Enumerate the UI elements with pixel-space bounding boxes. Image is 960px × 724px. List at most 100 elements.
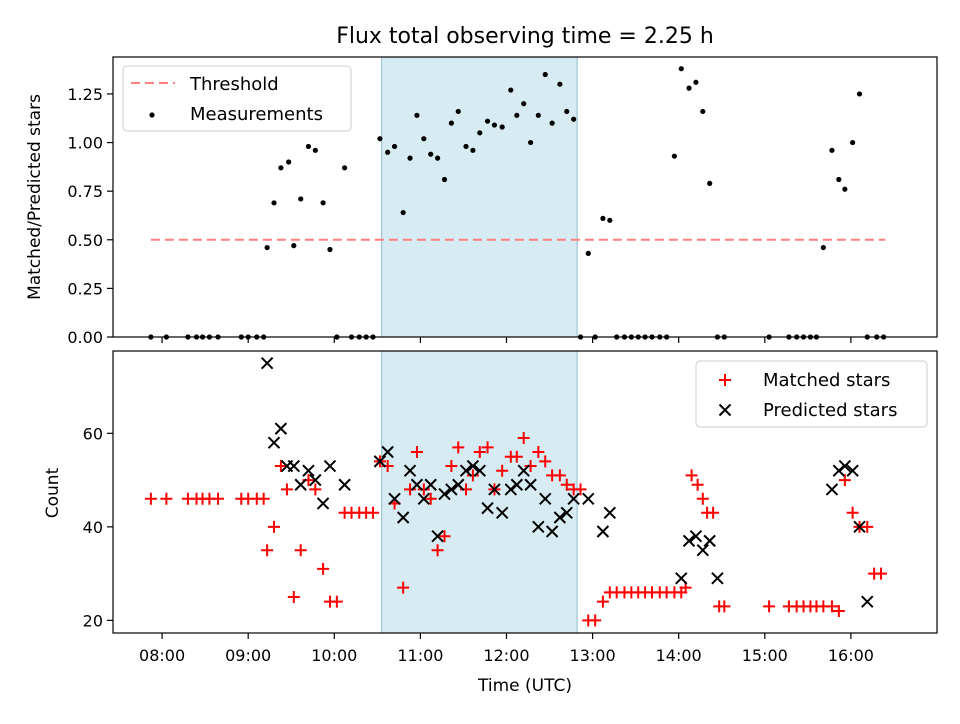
bottom-legend: Matched stars Predicted stars [695, 360, 928, 428]
measurement-point [448, 120, 454, 126]
measurement-point [264, 244, 270, 251]
predicted-star-point [495, 506, 509, 520]
measurement-point [441, 176, 448, 183]
predicted-star-point [294, 478, 307, 491]
predicted-star-point [274, 422, 288, 435]
predicted-star-point [417, 492, 431, 505]
measurement-point [700, 108, 706, 115]
matched-star-point [539, 455, 552, 468]
matched-star-point [160, 492, 173, 505]
chart-title: Flux total observing time = 2.25 h [336, 24, 714, 49]
matched-star-point [309, 483, 322, 496]
predicted-star-point [524, 478, 537, 491]
predicted-star-point [603, 506, 617, 520]
matched-star-point [589, 614, 602, 627]
legend-threshold-label: Threshold [189, 74, 279, 95]
predicted-star-point [517, 464, 530, 477]
x-tick-label: 15:00 [742, 646, 788, 665]
x-tick-label: 13:00 [570, 646, 616, 665]
legend-box [695, 360, 928, 428]
measurement-point [836, 176, 842, 183]
matched-star-point [404, 483, 417, 496]
predicted-star-point [323, 459, 337, 473]
matched-star-point [424, 492, 437, 505]
predicted-star-point [545, 525, 559, 538]
x-tick-label: 08:00 [139, 646, 185, 665]
matched-star-point [397, 581, 410, 594]
y-tick-label: 1.00 [67, 134, 103, 153]
predicted-star-point [703, 534, 716, 548]
predicted-star-point [431, 529, 444, 543]
x-tick-label: 09:00 [225, 646, 271, 665]
predicted-star-point [481, 501, 494, 515]
matched-star-point [212, 492, 225, 505]
predicted-star-point [689, 529, 703, 543]
measurement-point [707, 180, 713, 186]
predicted-star-point [696, 544, 710, 557]
measurement-point [391, 143, 398, 150]
predicted-star-point [338, 478, 351, 491]
measurement-point [856, 91, 863, 97]
top-legend: Threshold Measurements [122, 65, 352, 132]
axes-frame [112, 56, 938, 338]
y-tick-label: 0.50 [67, 231, 103, 250]
predicted-star-point [596, 525, 610, 538]
matched-star-point [718, 600, 731, 613]
y-tick-label: 40 [83, 518, 103, 537]
measurement-point [535, 112, 541, 118]
top-panel: 0.00 0.25 0.50 0.75 1.00 1.25 Threshold Measure… [67, 56, 938, 347]
matched-star-point [838, 474, 851, 487]
matched-star-point [696, 492, 709, 505]
matched-star-point [481, 441, 494, 454]
measurement-point [829, 147, 835, 153]
predicted-star-point [853, 520, 866, 534]
x-tick-label: 16:00 [828, 646, 874, 665]
predicted-star-point [838, 459, 852, 473]
measurement-point [407, 155, 413, 161]
measurement-point [400, 209, 406, 216]
y-tick-label: 0.25 [67, 279, 103, 298]
predicted-star-point [452, 478, 465, 491]
matched-star-point [294, 544, 307, 557]
predicted-star-point [388, 492, 401, 505]
matched-star-point [574, 483, 587, 496]
predicted-star-point [424, 478, 437, 491]
predicted-star-point [488, 483, 501, 496]
predicted-star-point [373, 455, 387, 468]
matched-star-point [261, 544, 274, 557]
predicted-star-point [473, 464, 487, 477]
measurement-point [470, 147, 476, 153]
y-tick-label: 0.75 [67, 182, 103, 201]
predicted-star-point [287, 459, 301, 473]
matched-star-point [438, 530, 451, 543]
matched-star-point [846, 506, 859, 519]
measurement-point [327, 246, 333, 253]
measurement-point [508, 87, 514, 93]
matched-star-point [596, 595, 609, 608]
legend-predicted-label: Predicted stars [763, 400, 897, 421]
measurement-point [571, 116, 577, 122]
top-y-axis-label: Matched/Predicted stars [25, 94, 45, 300]
predicted-star-point [403, 464, 417, 477]
predicted-star-point [410, 478, 424, 491]
legend-measurements-label: Measurements [190, 104, 323, 125]
measurement-point [514, 112, 520, 118]
predicted-star-point [466, 459, 480, 473]
predicted-star-point [532, 520, 545, 534]
predicted-star-point [846, 464, 859, 477]
x-tick-label: 10:00 [311, 646, 357, 665]
y-tick-label: 60 [83, 424, 103, 443]
matched-star-point [685, 469, 698, 482]
measurement-point [278, 165, 284, 171]
matched-star-point [417, 483, 430, 496]
legend-matched-label: Matched stars [763, 370, 890, 391]
matched-star-point [431, 544, 444, 557]
observing-window-band [381, 56, 578, 338]
measurement-point [271, 200, 277, 206]
matched-star-point [553, 469, 566, 482]
measurement-point [600, 215, 606, 221]
measurement-point [435, 155, 441, 161]
matched-star-point [144, 492, 157, 505]
x-tick-label: 11:00 [397, 646, 443, 665]
